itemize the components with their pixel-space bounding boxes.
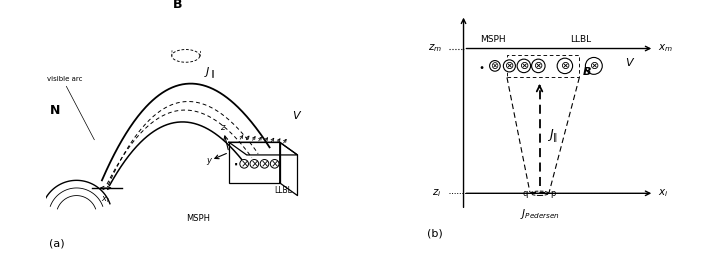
Circle shape xyxy=(503,60,516,72)
Text: $\otimes$: $\otimes$ xyxy=(490,60,500,71)
Text: MSPH: MSPH xyxy=(186,214,210,223)
Circle shape xyxy=(517,59,531,73)
Text: $x_i$: $x_i$ xyxy=(658,187,668,199)
Circle shape xyxy=(260,160,269,168)
Circle shape xyxy=(250,160,259,168)
Circle shape xyxy=(557,58,572,74)
Text: $\otimes$: $\otimes$ xyxy=(518,60,529,71)
Text: $V$: $V$ xyxy=(293,109,303,121)
Text: $J_\parallel$: $J_\parallel$ xyxy=(203,66,215,82)
Circle shape xyxy=(270,160,279,168)
Text: (a): (a) xyxy=(48,239,64,248)
Text: $V$: $V$ xyxy=(625,56,635,68)
Text: $\otimes$: $\otimes$ xyxy=(559,60,570,71)
Text: $x_i$: $x_i$ xyxy=(102,194,110,205)
Text: $y$: $y$ xyxy=(206,155,213,167)
Text: $\times$: $\times$ xyxy=(260,159,269,169)
Circle shape xyxy=(240,160,249,168)
Text: $\otimes$: $\otimes$ xyxy=(504,60,515,71)
Text: $J_{\|}$: $J_{\|}$ xyxy=(547,128,558,145)
Circle shape xyxy=(531,59,545,73)
Text: $\times$: $\times$ xyxy=(270,159,279,169)
Text: $z_m$: $z_m$ xyxy=(428,43,442,54)
Text: MSPH: MSPH xyxy=(480,36,506,44)
Text: B: B xyxy=(173,0,182,11)
Text: $J_{Pedersen}$: $J_{Pedersen}$ xyxy=(520,207,559,220)
Text: $x_m$: $x_m$ xyxy=(658,43,673,54)
Text: $\times$: $\times$ xyxy=(250,159,259,169)
Text: z: z xyxy=(220,122,224,132)
Text: $\cdot$: $\cdot$ xyxy=(232,154,239,173)
Text: $\bullet$: $\bullet$ xyxy=(479,61,485,71)
Text: p: p xyxy=(550,189,556,198)
Text: N: N xyxy=(50,104,61,117)
Text: (b): (b) xyxy=(428,229,443,239)
Circle shape xyxy=(490,61,500,71)
Text: $\otimes$: $\otimes$ xyxy=(588,60,599,71)
Text: visible arc: visible arc xyxy=(48,76,83,82)
Text: $\otimes$: $\otimes$ xyxy=(534,60,544,71)
Text: B: B xyxy=(583,67,591,77)
Text: $\times$: $\times$ xyxy=(240,159,249,169)
Text: LLBL: LLBL xyxy=(275,186,293,195)
Text: LLBL: LLBL xyxy=(570,36,590,44)
Text: $z_i$: $z_i$ xyxy=(433,187,442,199)
Circle shape xyxy=(585,57,602,74)
Text: q: q xyxy=(522,189,528,198)
